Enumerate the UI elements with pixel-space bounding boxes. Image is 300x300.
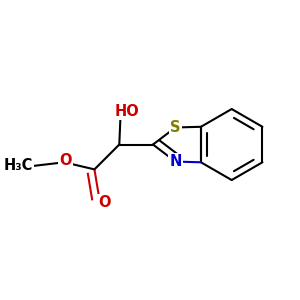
Text: H₃C: H₃C (3, 158, 33, 173)
Text: HO: HO (115, 104, 140, 119)
Text: N: N (169, 154, 182, 169)
Text: O: O (98, 195, 111, 210)
Text: O: O (59, 153, 72, 168)
Text: S: S (170, 120, 181, 135)
